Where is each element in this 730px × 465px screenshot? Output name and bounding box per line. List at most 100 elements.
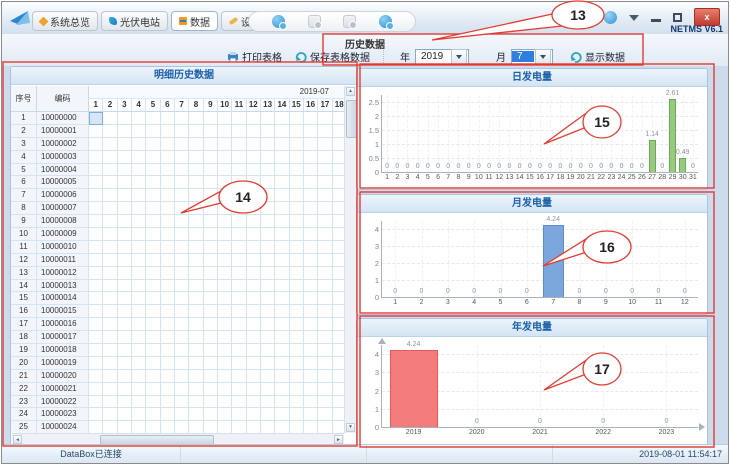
- data-cell[interactable]: [174, 382, 190, 396]
- data-cell[interactable]: [260, 112, 276, 125]
- data-cell[interactable]: [117, 305, 132, 319]
- data-cell[interactable]: [103, 382, 118, 396]
- data-cell[interactable]: [275, 331, 290, 345]
- data-cell[interactable]: [160, 292, 175, 306]
- data-cell[interactable]: [232, 395, 247, 409]
- data-cell[interactable]: [160, 344, 175, 357]
- data-cell[interactable]: [275, 176, 290, 190]
- data-cell[interactable]: [303, 279, 319, 293]
- data-cell[interactable]: [131, 202, 147, 216]
- data-cell[interactable]: [117, 279, 132, 293]
- data-cell[interactable]: [174, 240, 190, 254]
- data-cell[interactable]: [131, 331, 147, 345]
- data-cell[interactable]: [260, 421, 276, 433]
- data-cell[interactable]: [146, 344, 161, 357]
- data-cell[interactable]: [217, 176, 233, 190]
- data-cell[interactable]: [117, 176, 132, 190]
- data-cell[interactable]: [160, 202, 175, 216]
- data-cell[interactable]: [146, 189, 161, 203]
- data-cell[interactable]: [117, 318, 132, 332]
- data-cell[interactable]: [260, 124, 276, 138]
- data-cell[interactable]: [160, 266, 175, 280]
- data-cell[interactable]: [318, 356, 333, 370]
- data-cell[interactable]: [203, 331, 218, 345]
- data-cell[interactable]: [217, 202, 233, 216]
- data-cell[interactable]: [146, 279, 161, 293]
- data-cell[interactable]: [146, 163, 161, 177]
- data-cell[interactable]: [146, 408, 161, 422]
- device-code-cell[interactable]: 10000019: [37, 356, 89, 370]
- data-cell[interactable]: [89, 137, 104, 151]
- data-cell[interactable]: [232, 305, 247, 319]
- data-cell[interactable]: [89, 163, 104, 177]
- data-cell[interactable]: [318, 382, 333, 396]
- data-cell[interactable]: [189, 279, 204, 293]
- data-cell[interactable]: [131, 344, 147, 357]
- data-cell[interactable]: [146, 215, 161, 229]
- data-cell[interactable]: [117, 124, 132, 138]
- data-cell[interactable]: [103, 292, 118, 306]
- data-cell[interactable]: [303, 408, 319, 422]
- data-cell[interactable]: [103, 215, 118, 229]
- data-cell[interactable]: [160, 253, 175, 267]
- data-cell[interactable]: [217, 215, 233, 229]
- data-cell[interactable]: [318, 369, 333, 383]
- data-cell[interactable]: [160, 228, 175, 241]
- data-cell[interactable]: [146, 305, 161, 319]
- data-cell[interactable]: [246, 189, 261, 203]
- device-code-cell[interactable]: 10000008: [37, 215, 89, 229]
- data-cell[interactable]: [203, 240, 218, 254]
- data-cell[interactable]: [117, 150, 132, 164]
- data-cell[interactable]: [260, 137, 276, 151]
- data-cell[interactable]: [232, 369, 247, 383]
- row-number-cell[interactable]: 7: [11, 189, 37, 203]
- data-cell[interactable]: [131, 421, 147, 433]
- data-cell[interactable]: [131, 395, 147, 409]
- data-cell[interactable]: [203, 189, 218, 203]
- data-cell[interactable]: [203, 318, 218, 332]
- data-cell[interactable]: [246, 382, 261, 396]
- data-cell[interactable]: [275, 305, 290, 319]
- data-cell[interactable]: [289, 266, 304, 280]
- data-cell[interactable]: [303, 369, 319, 383]
- data-cell[interactable]: [275, 356, 290, 370]
- data-cell[interactable]: [303, 318, 319, 332]
- device-code-cell[interactable]: 10000018: [37, 344, 89, 357]
- data-cell[interactable]: [303, 395, 319, 409]
- data-cell[interactable]: [189, 408, 204, 422]
- data-cell[interactable]: [318, 266, 333, 280]
- data-cell[interactable]: [117, 112, 132, 125]
- data-cell[interactable]: [217, 382, 233, 396]
- data-cell[interactable]: [318, 408, 333, 422]
- data-cell[interactable]: [318, 331, 333, 345]
- data-cell[interactable]: [217, 163, 233, 177]
- data-cell[interactable]: [160, 331, 175, 345]
- data-cell[interactable]: [103, 408, 118, 422]
- data-cell[interactable]: [103, 305, 118, 319]
- data-cell[interactable]: [174, 344, 190, 357]
- device-code-cell[interactable]: 10000021: [37, 382, 89, 396]
- data-cell[interactable]: [232, 253, 247, 267]
- save-table-button[interactable]: 保存表格数据: [295, 49, 370, 64]
- data-cell[interactable]: [131, 253, 147, 267]
- data-cell[interactable]: [189, 163, 204, 177]
- data-cell[interactable]: [89, 292, 104, 306]
- data-cell[interactable]: [217, 318, 233, 332]
- data-cell[interactable]: [103, 369, 118, 383]
- data-cell[interactable]: [217, 421, 233, 433]
- device-code-cell[interactable]: 10000017: [37, 331, 89, 345]
- data-cell[interactable]: [232, 124, 247, 138]
- row-number-cell[interactable]: 14: [11, 279, 37, 293]
- data-cell[interactable]: [246, 369, 261, 383]
- data-cell[interactable]: [217, 240, 233, 254]
- data-cell[interactable]: [318, 202, 333, 216]
- data-cell[interactable]: [246, 356, 261, 370]
- data-cell[interactable]: [246, 228, 261, 241]
- data-cell[interactable]: [246, 266, 261, 280]
- data-cell[interactable]: [275, 253, 290, 267]
- data-cell[interactable]: [89, 344, 104, 357]
- data-cell[interactable]: [174, 279, 190, 293]
- data-cell[interactable]: [275, 137, 290, 151]
- device-code-cell[interactable]: 10000006: [37, 189, 89, 203]
- data-cell[interactable]: [260, 382, 276, 396]
